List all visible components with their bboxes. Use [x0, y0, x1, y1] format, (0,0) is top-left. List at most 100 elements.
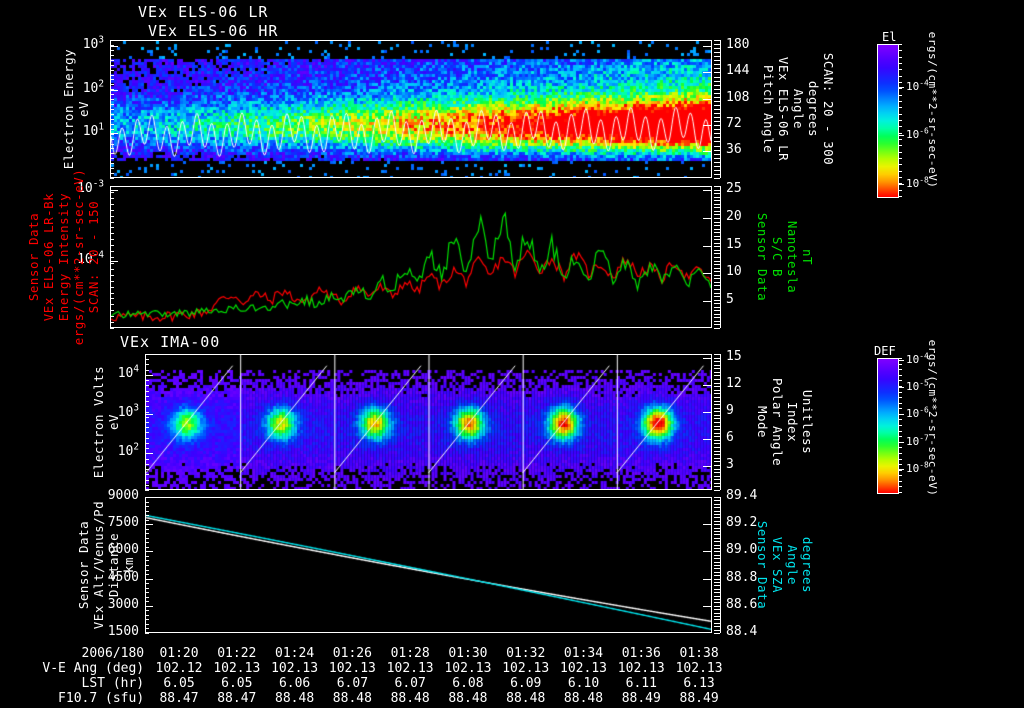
bottom-axis-row-header: LST (hr)	[81, 676, 145, 691]
axis-minor-tick	[145, 458, 149, 460]
axis-minor-tick	[145, 422, 149, 423]
axis-minor-tick	[145, 537, 149, 539]
axis-minor-tick	[145, 453, 149, 455]
axis-minor-tick	[110, 310, 114, 312]
bottom-axis-cell: 102.13	[271, 661, 319, 676]
axis-major-tick	[703, 190, 712, 192]
axis-minor-tick	[714, 626, 720, 628]
axis-minor-tick	[110, 123, 114, 125]
axis-minor-tick	[714, 267, 720, 269]
axis-minor-tick	[714, 76, 720, 78]
axis-major-tick	[703, 605, 712, 607]
axis-title-line: eV	[105, 413, 121, 431]
axis-minor-tick	[714, 629, 720, 631]
axis-minor-tick	[714, 239, 720, 241]
axis-minor-tick	[714, 541, 720, 543]
panel3-colorbar-title: DEF	[874, 344, 896, 358]
axis-minor-tick	[714, 619, 720, 621]
axis-minor-tick	[714, 232, 720, 234]
axis-minor-tick	[145, 442, 149, 444]
axis-minor-tick	[714, 281, 720, 283]
axis-minor-tick	[714, 109, 720, 110]
axis-minor-tick	[145, 614, 149, 616]
axis-minor-tick	[145, 619, 149, 621]
axis-major-tick	[703, 551, 712, 553]
axis-tick-label: 9000	[107, 488, 139, 503]
axis-tick-label: 72	[726, 115, 742, 131]
axis-minor-tick	[145, 448, 149, 450]
axis-minor-tick	[145, 583, 149, 585]
axis-minor-tick	[714, 609, 720, 611]
axis-minor-tick	[714, 454, 720, 456]
axis-minor-tick	[145, 623, 149, 625]
axis-minor-tick	[714, 464, 720, 466]
axis-minor-tick	[110, 209, 114, 211]
axis-minor-tick	[145, 490, 149, 491]
bottom-axis-cell: 6.05	[221, 676, 253, 691]
axis-minor-tick	[110, 203, 114, 205]
colorbar-minor-tick	[898, 44, 902, 45]
axis-minor-tick	[714, 178, 720, 179]
colorbar-tick-label: 10-6	[906, 126, 929, 142]
axis-title-line: Polar Angle	[769, 377, 785, 467]
colorbar-tick-label: 10-8	[906, 175, 929, 190]
axis-minor-tick	[714, 200, 720, 202]
colorbar-minor-tick	[898, 189, 902, 191]
axis-minor-tick	[714, 375, 720, 377]
axis-minor-tick	[145, 605, 149, 607]
axis-minor-tick	[110, 215, 114, 217]
axis-minor-tick	[714, 575, 720, 577]
bottom-axis-cell: 102.13	[502, 661, 550, 676]
panel1-title-lr: VEx ELS-06 LR	[138, 3, 269, 21]
axis-minor-tick	[714, 320, 720, 322]
colorbar-minor-tick	[898, 475, 902, 477]
colorbar-minor-tick	[898, 385, 902, 387]
bottom-axis-cell: 88.49	[621, 691, 661, 706]
axis-minor-tick	[714, 411, 720, 413]
axis-right-spine	[720, 354, 721, 490]
axis-tick-label: 6000	[107, 542, 139, 558]
colorbar-minor-tick	[898, 447, 902, 449]
axis-minor-tick	[714, 510, 720, 512]
colorbar-minor-tick	[898, 391, 902, 393]
colorbar-minor-tick	[898, 126, 902, 128]
axis-minor-tick	[714, 461, 720, 463]
axis-minor-tick	[714, 450, 720, 452]
axis-minor-tick	[714, 145, 720, 147]
axis-minor-tick	[110, 286, 114, 288]
axis-major-tick	[703, 124, 712, 126]
axis-minor-tick	[714, 92, 720, 94]
axis-minor-tick	[714, 88, 720, 90]
axis-minor-tick	[714, 490, 720, 491]
colorbar-minor-tick	[898, 492, 902, 493]
axis-minor-tick	[145, 463, 149, 465]
colorbar-tick	[898, 469, 904, 471]
colorbar-minor-tick	[898, 458, 902, 460]
axis-minor-tick	[110, 143, 114, 145]
axis-minor-tick	[714, 72, 720, 74]
axis-minor-tick	[714, 582, 720, 583]
axis-minor-tick	[110, 168, 114, 170]
colorbar-tick-label: 10-7	[906, 433, 929, 448]
axis-minor-tick	[714, 544, 720, 546]
axis-major-tick	[703, 245, 712, 247]
axis-tick-label: 20	[726, 208, 742, 224]
colorbar-minor-tick	[898, 145, 902, 147]
bottom-axis-row: LST (hr) 6.05 6.05 6.06 6.07 6.07 6.08 6.09 6.10…	[0, 676, 728, 691]
axis-minor-tick	[714, 317, 720, 319]
axis-minor-tick	[714, 565, 720, 566]
axis-minor-tick	[714, 425, 720, 427]
bottom-axis-cell: 6.13	[683, 676, 715, 691]
axis-minor-tick	[714, 486, 720, 488]
bottom-axis-row-header: F10.7 (sfu)	[58, 691, 145, 706]
axis-tick-label: 88.4	[726, 624, 758, 639]
axis-minor-tick	[110, 322, 114, 324]
axis-minor-tick	[714, 274, 720, 276]
axis-major-tick	[703, 632, 712, 633]
axis-title-line: VEx SZA	[769, 536, 785, 594]
axis-right-spine	[720, 40, 721, 178]
axis-minor-tick	[714, 432, 720, 434]
bottom-axis-cell: 88.48	[390, 691, 430, 706]
axis-tick-label: 6	[726, 430, 734, 445]
axis-minor-tick	[110, 89, 114, 91]
